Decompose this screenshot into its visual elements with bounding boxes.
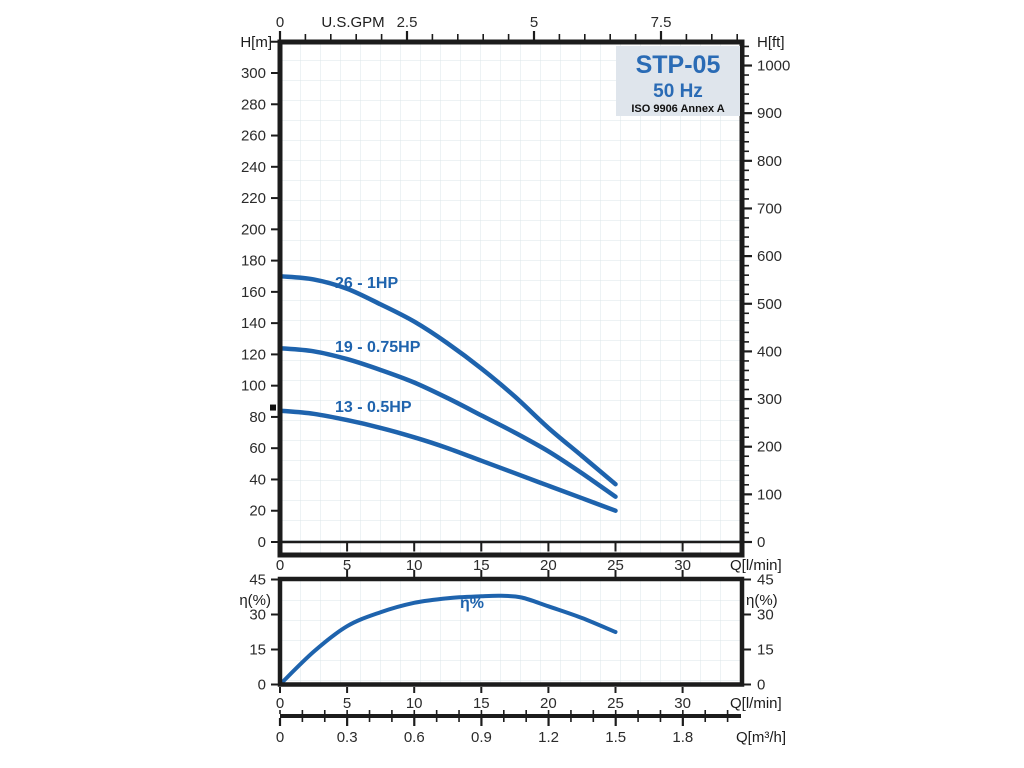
hft-tick-label: 500 [757,296,782,313]
hm-tick-label: 160 [241,284,266,301]
hft-tick-label: 0 [757,534,765,551]
eff-q-tick-label: 5 [343,695,351,712]
curve-label-2: 13 - 0.5HP [335,399,412,416]
hft-tick-label: 1000 [757,58,790,75]
eff-right-tick-label: 30 [757,607,774,624]
q-tick-label: 10 [406,557,423,574]
gpm-tick-label: 7.5 [651,14,672,31]
eff-q-tick-label: 0 [276,695,284,712]
flow-tick-label: 1.8 [672,729,693,746]
q-tick-label: 20 [540,557,557,574]
flow-scale-labels: 0 0.3 0.6 0.9 1.2 1.5 1.8 [276,729,693,746]
hft-tick-label: 900 [757,105,782,122]
flow-tick-label: 1.5 [605,729,626,746]
pump-model: STP-05 [636,51,721,79]
hm-tick-label: 180 [241,253,266,270]
eff-q-tick-label: 20 [540,695,557,712]
q-tick-label: 25 [607,557,624,574]
curve-label-1: 19 - 0.75HP [335,339,421,356]
q-tick-label: 15 [473,557,490,574]
flow-tick-label: 0.3 [337,729,358,746]
q-tick-label: 0 [276,557,284,574]
title-box-bg [616,46,740,116]
eff-left-tick-label: 30 [249,607,266,624]
hft-tick-label: 400 [757,343,782,360]
hm-tick-label: 220 [241,190,266,207]
eff-plot-frame [277,576,745,687]
curve-label-0: 26 - 1HP [335,275,398,292]
eff-bottom-axis-unit: Q[l/min] [730,695,782,712]
hm-tick-label: 0 [258,534,266,551]
head-curves: 26 - 1HP 19 - 0.75HP 13 - 0.5HP [270,273,618,513]
eff-left-tick-label: 0 [258,677,266,694]
hm-tick-label: 80 [249,409,266,426]
q-tick-label: 30 [674,557,691,574]
main-tick-labels: 0 2.5 5 7.502040608010012014016018020022024… [241,14,790,574]
hm-tick-label: 280 [241,96,266,113]
top-axis-unit: U.S.GPM [321,14,384,31]
main-bottom-axis-unit: Q[l/min] [730,557,782,574]
eff-right-tick-label: 15 [757,642,774,659]
eff-q-tick-label: 30 [674,695,691,712]
flow-scale-bar: 0 0.3 0.6 0.9 1.2 1.5 1.8 Q[m³/h] [276,710,786,746]
hm-tick-label: 140 [241,315,266,332]
eff-right-axis-unit: η(%) [746,592,778,609]
main-chart: 26 - 1HP 19 - 0.75HP 13 - 0.5HP 0 2.5 5 7.5 0 2… [240,14,790,574]
head-curve-1 [277,345,618,499]
head-curve-0 [277,273,618,487]
main-plot-frame [277,39,745,558]
gpm-tick-label: 0 [276,14,284,31]
flow-scale-unit: Q[m³/h] [736,729,786,746]
eff-right-tick-label: 45 [757,572,774,589]
eff-q-tick-label: 25 [607,695,624,712]
right-axis-unit: H[ft] [757,34,785,51]
hft-tick-label: 100 [757,486,782,503]
left-axis-unit: H[m] [240,34,272,51]
main-axis-ticks [271,31,752,552]
q-tick-label: 5 [343,557,351,574]
hm-tick-label: 60 [249,440,266,457]
hm-tick-label: 100 [241,378,266,395]
hm-tick-label: 40 [249,471,266,488]
flow-scale-ticks [278,710,729,726]
hm-tick-label: 300 [241,65,266,82]
curve-start-marker [270,404,276,411]
head-curve-2 [277,408,618,513]
hft-tick-label: 800 [757,153,782,170]
eff-left-axis-unit: η(%) [239,592,271,609]
flow-tick-label: 0 [276,729,284,746]
hft-tick-label: 300 [757,391,782,408]
iso-standard-note: ISO 9906 Annex A [631,103,724,115]
hm-tick-label: 240 [241,159,266,176]
title-box: STP-05 50 Hz ISO 9906 Annex A [616,46,740,116]
hft-tick-label: 600 [757,248,782,265]
efficiency-curve: η% [278,593,618,687]
hft-tick-label: 700 [757,200,782,217]
hm-tick-label: 200 [241,221,266,238]
hm-tick-label: 20 [249,503,266,520]
flow-tick-label: 0.6 [404,729,425,746]
eff-q-tick-label: 10 [406,695,423,712]
efficiency-curve-label: η% [460,595,484,612]
hft-tick-label: 200 [757,439,782,456]
efficiency-curve-path [278,593,618,687]
eff-axis-ticks [271,570,751,693]
eff-left-tick-label: 45 [249,572,266,589]
eff-left-tick-label: 15 [249,642,266,659]
gpm-tick-label: 2.5 [397,14,418,31]
eff-right-tick-label: 0 [757,677,765,694]
hm-tick-label: 260 [241,128,266,145]
main-plot-grid [280,42,742,555]
pump-frequency: 50 Hz [653,81,703,102]
gpm-tick-label: 5 [530,14,538,31]
flow-tick-label: 1.2 [538,729,559,746]
hm-tick-label: 120 [241,346,266,363]
eff-q-tick-label: 15 [473,695,490,712]
flow-tick-label: 0.9 [471,729,492,746]
